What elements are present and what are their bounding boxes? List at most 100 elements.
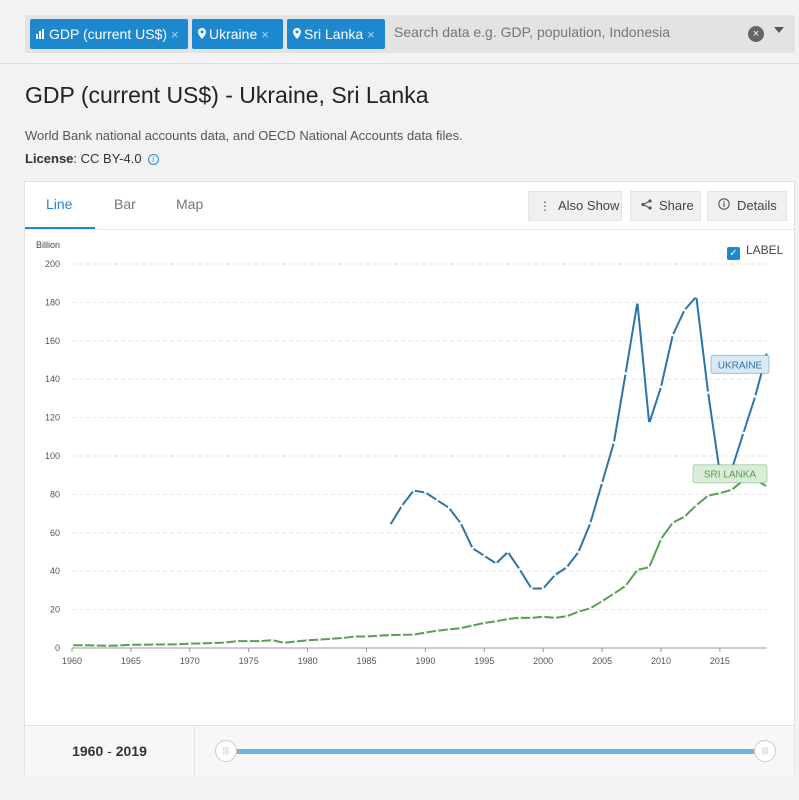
x-tick-label: 1970 [180,656,200,666]
tab-bar[interactable]: Bar [114,196,136,212]
data-point [200,642,203,645]
data-point [106,644,109,647]
data-point [482,621,486,625]
data-point [412,633,415,636]
close-icon[interactable]: × [367,27,375,42]
data-point [447,506,451,510]
data-point [565,615,569,618]
chip-label: GDP (current US$) [49,26,167,42]
y-tick-label: 100 [45,451,60,461]
data-point [765,351,769,354]
data-point [400,504,404,508]
data-point [247,639,250,643]
chip-label: Ukraine [209,26,258,42]
chip-gdp[interactable]: GDP (current US$) × [30,19,188,49]
y-tick-label: 120 [45,413,60,423]
checkbox-checked-icon[interactable]: ✓ [727,247,740,260]
data-point [412,489,415,492]
y-tick-label: 140 [45,374,60,384]
data-point [518,616,521,619]
data-point [659,537,663,541]
search-input[interactable] [394,24,724,40]
info-icon[interactable]: i [147,154,159,165]
data-point [282,641,286,645]
data-point [223,641,227,644]
data-point [212,641,215,645]
series-label: UKRAINE [718,360,763,371]
details-button[interactable]: Details [707,191,787,221]
x-tick-label: 2015 [710,656,730,666]
chart-panel: Line Bar Map ⋮ Also Show Share Details 0 2… [24,181,795,776]
x-tick-label: 1990 [415,656,435,666]
data-point [530,587,533,590]
line-chart: 0 20 40 60 80 100 120 140 160 180 200 Billion 1960 19… [36,240,770,666]
chip-label: Sri Lanka [304,26,364,42]
data-point [341,636,345,640]
x-tick-label: 2000 [533,656,553,666]
y-tick-label: 160 [45,336,60,346]
data-point [647,422,651,425]
data-point [141,643,144,647]
data-point [376,634,380,638]
data-point [765,485,769,489]
label-toggle[interactable]: ✓ LABEL [727,243,783,260]
data-point [471,546,474,550]
data-point [636,568,639,572]
range-slider-start-handle[interactable]: ||| [215,740,237,762]
data-point [82,644,86,647]
data-point [270,638,274,642]
data-point [153,643,156,646]
chip-sri-lanka[interactable]: Sri Lanka × [287,19,385,49]
chevron-down-icon[interactable] [774,27,784,33]
details-label: Details [737,198,777,213]
data-point [471,624,474,627]
data-point [388,523,392,527]
data-point [506,617,510,621]
data-point [706,494,710,497]
license-label: License [25,151,74,166]
share-button[interactable]: Share [630,191,701,221]
also-show-button[interactable]: ⋮ Also Show [528,191,622,221]
data-point [695,295,698,298]
bar-chart-icon [36,20,46,50]
data-point [365,635,368,638]
data-point [636,301,639,304]
clear-icon[interactable]: × [748,26,764,42]
data-point [671,521,675,524]
data-point [353,635,357,638]
close-icon[interactable]: × [171,27,179,42]
search-bar[interactable]: GDP (current US$) × Ukraine × Sri Lanka × [25,15,795,53]
data-point [388,633,392,637]
range-slider-end-handle[interactable]: ||| [754,740,776,762]
range-bar: 1960 - 2019 ||| ||| [25,725,794,776]
data-point [600,481,604,485]
data-point [695,504,698,507]
series-label-box [710,354,770,374]
x-tick-label: 1960 [62,656,82,666]
also-show-label: Also Show [558,198,620,213]
y-tick-label: 80 [50,489,60,499]
data-point [671,333,675,337]
page-title: GDP (current US$) - Ukraine, Sri Lanka [25,82,429,108]
data-point [706,391,710,394]
data-point [447,628,451,631]
close-icon[interactable]: × [261,27,269,42]
range-label: 1960 - 2019 [25,726,195,776]
x-tick-label: 1980 [298,656,318,666]
data-point [577,610,580,614]
data-point [753,395,757,398]
tab-line[interactable]: Line [46,196,73,212]
data-point [259,639,262,643]
active-tab-indicator [25,227,95,229]
chip-ukraine[interactable]: Ukraine × [192,19,283,49]
range-slider-track[interactable] [226,749,766,754]
tab-map[interactable]: Map [176,196,204,212]
data-point [435,629,439,633]
y-tick-label: 0 [55,643,60,653]
data-point [494,562,498,565]
share-label: Share [659,198,694,213]
x-tick-label: 1985 [356,656,376,666]
data-point [494,620,498,623]
data-point [294,640,298,643]
label-toggle-text: LABEL [746,243,784,257]
